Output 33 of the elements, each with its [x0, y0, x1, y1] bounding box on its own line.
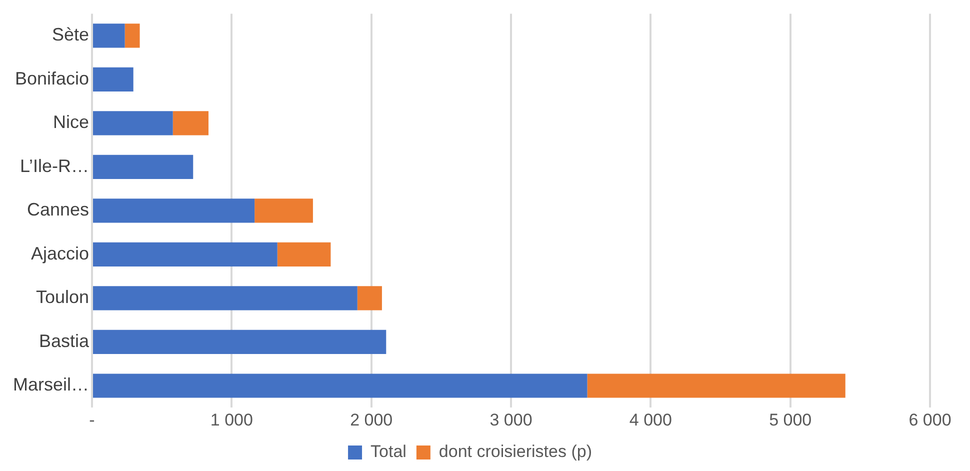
legend-label: Total	[370, 442, 406, 462]
y-tick-label: Bonifacio	[14, 68, 90, 88]
bar	[254, 198, 313, 223]
x-tick-label: 4 000	[629, 410, 672, 430]
y-tick-label: Bastia	[38, 330, 90, 351]
y-tick-label: Marseil…	[12, 374, 90, 395]
x-tick-label: 2 000	[350, 410, 393, 430]
bar	[93, 154, 194, 179]
y-tick-label: Sète	[52, 24, 90, 45]
x-tick-label: -	[89, 410, 95, 430]
bar	[172, 111, 208, 136]
bar	[277, 242, 331, 266]
y-tick-label: Toulon	[36, 287, 90, 308]
bar	[93, 242, 278, 266]
y-tick-label: Cannes	[26, 200, 90, 220]
bar	[93, 111, 173, 136]
bar	[587, 374, 846, 398]
bar	[93, 24, 125, 48]
y-tick-label: Nice	[52, 112, 90, 132]
bar	[93, 198, 255, 223]
x-tick-label: 5 000	[769, 410, 812, 430]
x-tick-label: 1 000	[210, 410, 253, 430]
x-tick-label: 3 000	[490, 410, 532, 430]
y-tick-label: Ajaccio	[30, 243, 90, 264]
legend-label: dont croisieristes (p)	[438, 442, 592, 462]
bar	[93, 67, 134, 92]
bar	[93, 330, 386, 354]
x-tick-label: 6 000	[908, 410, 952, 430]
bar	[357, 286, 382, 310]
bar	[93, 374, 588, 398]
bar	[93, 286, 358, 310]
y-tick-label: L’Ile-R…	[20, 156, 90, 176]
bar	[124, 24, 140, 48]
